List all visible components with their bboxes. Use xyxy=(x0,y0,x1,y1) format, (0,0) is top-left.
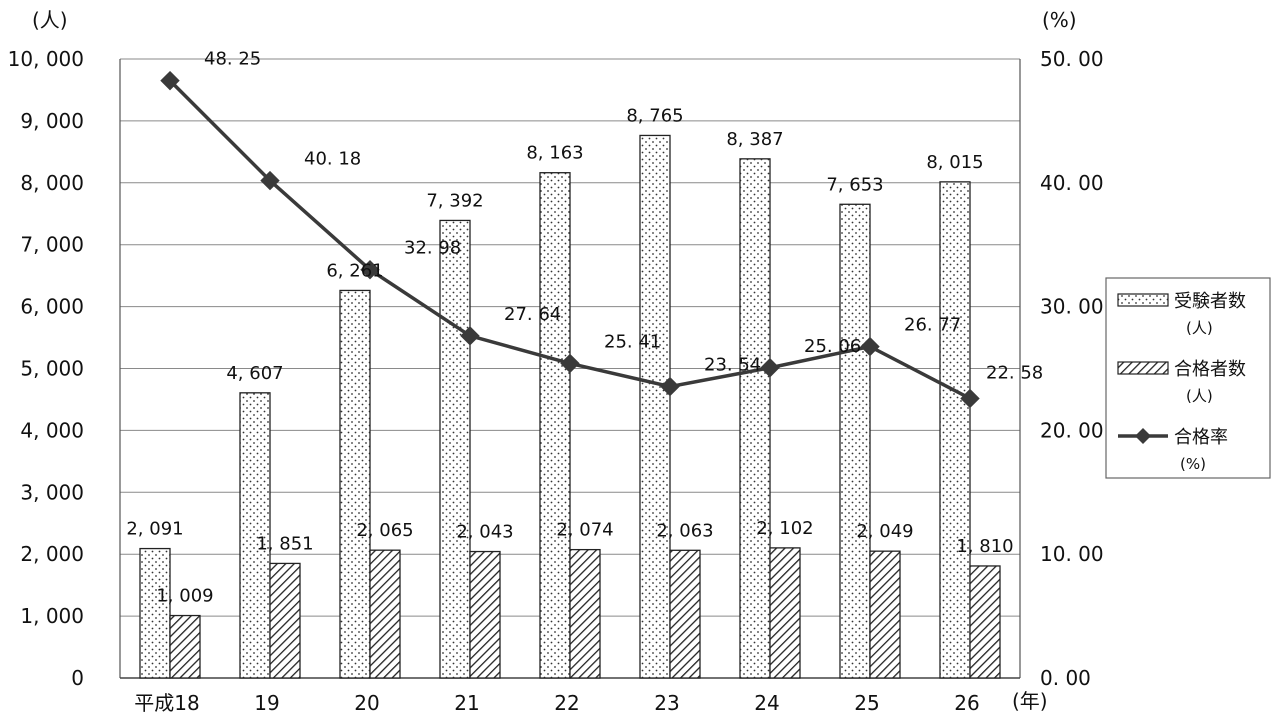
bar-passers xyxy=(469,550,501,679)
bar-passers xyxy=(269,562,301,679)
point-pass-rate xyxy=(160,70,180,91)
data-label-examinees: 8, 163 xyxy=(526,143,583,164)
legend-label-pass-rate: 合格率 xyxy=(1174,427,1228,448)
y-left-tick-label: 9, 000 xyxy=(20,109,84,133)
bar-examinees xyxy=(239,392,271,679)
legend-sublabel-pass-rate: (%) xyxy=(1180,455,1206,473)
x-category-label: 26 xyxy=(954,691,979,715)
data-label-passers: 2, 102 xyxy=(756,518,813,539)
point-pass-rate xyxy=(560,353,580,374)
y-left-tick-label: 7, 000 xyxy=(20,233,84,257)
y-right-tick-label: 30. 00 xyxy=(1040,295,1104,319)
y-left-tick-label: 5, 000 xyxy=(20,357,84,381)
bar-examinees xyxy=(839,203,871,679)
x-category-label: 23 xyxy=(654,691,679,715)
data-label-passers: 2, 065 xyxy=(356,520,413,541)
data-label-examinees: 6, 261 xyxy=(326,260,383,281)
legend-swatch-passers xyxy=(1117,361,1169,375)
data-label-passers: 1, 851 xyxy=(256,533,313,554)
x-category-label: 21 xyxy=(454,691,479,715)
y-left-tick-label: 1, 000 xyxy=(20,604,84,628)
bar-passers xyxy=(769,547,801,679)
data-label-passers: 1, 009 xyxy=(156,586,213,607)
data-label-pass-rate: 22. 58 xyxy=(986,362,1043,383)
data-label-pass-rate: 27. 64 xyxy=(504,304,561,325)
y-right-unit-label: (%) xyxy=(1042,8,1077,32)
bar-passers xyxy=(569,548,601,679)
bar-passers xyxy=(969,565,1001,679)
data-label-pass-rate: 25. 06 xyxy=(804,336,861,357)
y-left-tick-label: 2, 000 xyxy=(20,542,84,566)
data-label-pass-rate: 26. 77 xyxy=(904,315,961,336)
x-category-label: 20 xyxy=(354,691,379,715)
point-pass-rate xyxy=(260,170,280,191)
text-layer: 0 1, 000 2, 000 3, 000 4, 000 5, 000 6, 000 7, … xyxy=(8,8,1104,715)
legend-label-passers: 合格者数 xyxy=(1174,359,1246,380)
bar-examinees xyxy=(439,219,471,679)
x-unit-label: (年) xyxy=(1012,689,1048,713)
legend: 受験者数 (人) 合格者数 (人) 合格率 (%) xyxy=(1105,277,1271,479)
y-left-tick-label: 6, 000 xyxy=(20,295,84,319)
point-pass-rate xyxy=(360,260,380,280)
y-left-tick-label: 10, 000 xyxy=(8,47,84,71)
x-category-label: 平成18 xyxy=(134,691,199,715)
legend-sublabel-passers: (人) xyxy=(1186,387,1213,405)
bar-examinees xyxy=(739,158,771,679)
line-layer xyxy=(160,70,980,409)
bar-examinees xyxy=(339,289,371,679)
x-category-label: 24 xyxy=(754,691,779,715)
data-label-examinees: 8, 387 xyxy=(726,129,783,150)
y-right-tick-label: 20. 00 xyxy=(1040,418,1104,442)
point-pass-rate xyxy=(860,336,880,357)
data-label-passers: 2, 074 xyxy=(556,520,613,541)
y-left-unit-label: (人) xyxy=(32,8,68,32)
data-label-examinees: 8, 765 xyxy=(626,105,683,126)
data-label-pass-rate: 40. 18 xyxy=(304,149,361,170)
legend-box xyxy=(1105,277,1271,479)
data-label-examinees: 4, 607 xyxy=(226,363,283,384)
x-category-label: 25 xyxy=(854,691,879,715)
legend-swatch-examinees xyxy=(1117,293,1169,307)
bar-examinees xyxy=(939,181,971,679)
bar-passers xyxy=(869,550,901,679)
y-left-tick-label: 4, 000 xyxy=(20,418,84,442)
data-label-examinees: 2, 091 xyxy=(126,519,183,540)
point-pass-rate xyxy=(760,358,780,378)
bar-passers xyxy=(369,549,401,679)
legend-label-examinees: 受験者数 xyxy=(1174,291,1246,312)
bar-examinees xyxy=(539,172,571,679)
y-left-tick-label: 0 xyxy=(71,666,84,690)
y-right-tick-label: 10. 00 xyxy=(1040,542,1104,566)
bar-passers xyxy=(669,549,701,679)
data-label-pass-rate: 25. 41 xyxy=(604,331,661,352)
x-category-label: 19 xyxy=(254,691,279,715)
legend-swatch-pass-rate-marker xyxy=(1135,428,1151,444)
point-pass-rate xyxy=(460,326,480,346)
y-left-tick-label: 3, 000 xyxy=(20,480,84,504)
bar-examinees xyxy=(139,547,171,679)
bar-layer xyxy=(139,134,1001,679)
point-pass-rate xyxy=(660,376,680,397)
bar-passers xyxy=(169,614,201,679)
data-label-passers: 2, 043 xyxy=(456,522,513,543)
y-right-tick-label: 0. 00 xyxy=(1040,666,1091,690)
data-label-examinees: 7, 653 xyxy=(826,174,883,195)
data-label-examinees: 7, 392 xyxy=(426,190,483,211)
data-label-passers: 1, 810 xyxy=(956,536,1013,557)
data-label-pass-rate: 32. 98 xyxy=(404,238,461,259)
data-label-passers: 2, 049 xyxy=(856,521,913,542)
data-label-pass-rate: 23. 54 xyxy=(704,355,761,376)
x-category-label: 22 xyxy=(554,691,579,715)
y-right-tick-label: 50. 00 xyxy=(1040,47,1104,71)
bar-examinees xyxy=(639,134,671,679)
legend-sublabel-examinees: (人) xyxy=(1186,319,1213,337)
data-label-examinees: 8, 015 xyxy=(926,152,983,173)
point-pass-rate xyxy=(960,388,980,409)
data-label-pass-rate: 48. 25 xyxy=(204,49,261,70)
data-label-passers: 2, 063 xyxy=(656,520,713,541)
y-left-tick-label: 8, 000 xyxy=(20,171,84,195)
y-right-tick-label: 40. 00 xyxy=(1040,171,1104,195)
